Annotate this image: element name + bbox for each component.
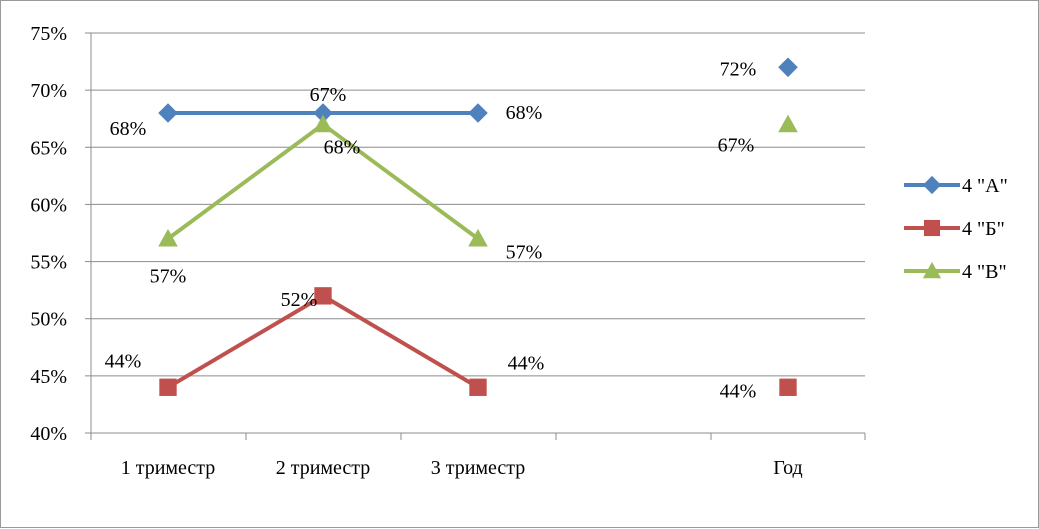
gridlines (91, 32, 865, 377)
data-label: 57% (150, 266, 187, 288)
x-tick-label: 3 триместр (431, 457, 526, 479)
legend-label: 4 "Б" (962, 218, 1005, 240)
legend-marker (922, 175, 942, 195)
data-label: 68% (506, 102, 543, 124)
data-point (159, 378, 177, 396)
data-label: 57% (506, 242, 543, 264)
y-tick-label: 45% (30, 366, 67, 388)
series-line-segment (321, 122, 480, 241)
y-tick-label: 65% (30, 137, 67, 159)
axes: 40% 45% 50% 55% 60% 65% 70% 75% 1 триместр 2 трим… (30, 23, 866, 479)
y-tick-label: 50% (30, 309, 67, 331)
legend-marker (922, 261, 942, 279)
data-label: 44% (105, 350, 142, 372)
data-point (313, 103, 333, 123)
data-label: 44% (508, 352, 545, 374)
data-point (158, 103, 178, 123)
y-tick-label: 55% (30, 252, 67, 274)
data-point (468, 103, 488, 123)
series-line-segment (166, 122, 325, 241)
data-labels: 68% 67% 68% 72% 44% 52% 44% 44% 57% 68% 57% 67% (105, 58, 757, 402)
data-label: 67% (310, 84, 347, 106)
x-tick-label: 2 триместр (276, 457, 371, 479)
data-point (778, 114, 798, 133)
legend-label: 4 "А" (962, 175, 1008, 197)
data-point (158, 228, 178, 247)
legend-label: 4 "В" (962, 261, 1007, 283)
data-point (313, 114, 333, 133)
y-tick-label: 70% (30, 80, 67, 102)
series-line-segment (166, 293, 325, 390)
data-point (468, 228, 488, 247)
y-tick-label: 60% (30, 194, 67, 216)
series-line-segment (321, 293, 480, 390)
legend-marker (923, 219, 941, 237)
legend: 4 "А" 4 "Б" 4 "В" (904, 175, 1008, 283)
series-lines (166, 111, 480, 390)
data-point (469, 378, 487, 396)
y-tick-label: 40% (30, 423, 67, 445)
data-label: 52% (281, 289, 318, 311)
data-label: 67% (718, 134, 755, 156)
data-label: 68% (110, 118, 147, 140)
data-label: 72% (720, 58, 757, 80)
x-tick-label: 1 триместр (121, 457, 216, 479)
data-point (778, 57, 798, 78)
data-label: 44% (720, 380, 757, 402)
data-point (314, 287, 332, 305)
data-label: 68% (324, 136, 361, 158)
series-markers (158, 57, 798, 396)
y-tick-label: 75% (30, 23, 67, 45)
x-tick-label: Год (773, 457, 802, 479)
data-point (779, 378, 797, 396)
